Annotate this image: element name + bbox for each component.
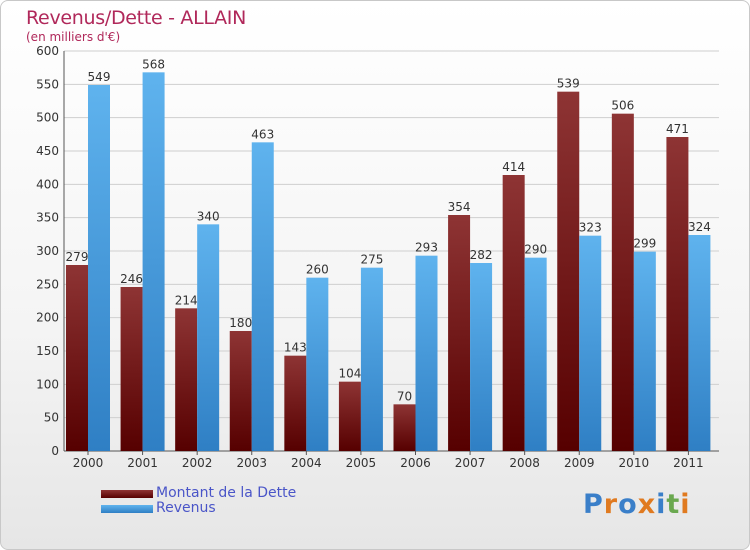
logo-letter: r — [603, 489, 619, 520]
value-label: 143 — [284, 341, 307, 355]
value-label: 214 — [175, 293, 198, 307]
x-tick-label: 2005 — [346, 456, 377, 470]
bar-dette-2010 — [611, 113, 634, 452]
y-tick-label: 250 — [36, 277, 59, 291]
y-tick-label: 550 — [36, 77, 59, 91]
y-tick-label: 500 — [36, 111, 59, 125]
bar-revenus-2001 — [142, 72, 165, 451]
y-tick-label: 300 — [36, 244, 59, 258]
logo-letter: o — [618, 489, 638, 520]
value-label: 471 — [666, 122, 689, 136]
bar-revenus-2008 — [524, 257, 547, 451]
value-label: 246 — [120, 272, 143, 286]
value-label: 275 — [360, 253, 383, 267]
x-tick-label: 2002 — [182, 456, 213, 470]
logo-letter: i — [656, 489, 667, 520]
value-label: 104 — [338, 367, 361, 381]
x-axis-ticks: 2000 2001 2002 2003 2004 2005 2006 2007 2008 2009… — [73, 451, 704, 470]
grid — [63, 50, 719, 452]
legend-label-debt: Montant de la Dette — [156, 485, 297, 501]
legend-swatch-revenus — [101, 505, 153, 513]
x-tick-label: 2000 — [73, 456, 104, 470]
bar-dette-2007 — [448, 215, 471, 451]
logo-letter: x — [637, 489, 657, 520]
value-labels: 279 549 246 568 214 340 180 463 143 260 104 275 70 29… — [66, 57, 711, 403]
value-label: 293 — [415, 241, 438, 255]
value-label: 340 — [197, 209, 220, 223]
x-tick-label: 2008 — [509, 456, 540, 470]
y-tick-label: 50 — [44, 411, 59, 425]
y-tick-label: 450 — [36, 144, 59, 158]
x-tick-label: 2006 — [400, 456, 431, 470]
proxiti-logo: Proxiti — [583, 489, 691, 520]
logo-letter: t — [666, 489, 681, 520]
x-tick-label: 2010 — [619, 456, 650, 470]
value-label: 279 — [66, 250, 89, 264]
y-tick-label: 0 — [51, 444, 59, 458]
value-label: 463 — [251, 127, 274, 141]
bar-dette-2004 — [284, 355, 307, 451]
bar-revenus-2002 — [197, 224, 220, 451]
value-label: 70 — [397, 389, 412, 403]
legend-label-revenus: Revenus — [156, 500, 216, 516]
y-axis-ticks: 0 50 100 150 200 250 300 350 400 450 500 550 600 — [36, 44, 59, 458]
y-tick-label: 100 — [36, 377, 59, 391]
value-label: 260 — [306, 263, 329, 277]
bar-revenus-2011 — [688, 235, 711, 451]
bar-dette-2001 — [120, 287, 143, 451]
x-tick-label: 2001 — [127, 456, 158, 470]
y-tick-label: 150 — [36, 344, 59, 358]
x-tick-label: 2011 — [673, 456, 704, 470]
value-label: 324 — [688, 220, 711, 234]
bar-revenus-2003 — [251, 142, 274, 452]
value-label: 568 — [142, 57, 165, 71]
value-label: 180 — [229, 316, 252, 330]
bar-revenus-2004 — [306, 277, 329, 451]
x-tick-label: 2004 — [291, 456, 322, 470]
value-label: 414 — [502, 160, 525, 174]
bar-dette-2000 — [66, 265, 88, 451]
bar-dette-2009 — [557, 91, 580, 452]
chart-title: Revenus/Dette - ALLAIN — [26, 7, 247, 29]
chart-subtitle: (en milliers d'€) — [26, 30, 121, 44]
bar-revenus-2005 — [360, 267, 383, 451]
y-tick-label: 350 — [36, 211, 59, 225]
value-label: 299 — [633, 237, 656, 251]
bar-dette-2008 — [502, 175, 525, 451]
legend-swatch-debt — [101, 490, 153, 498]
bar-dette-2003 — [229, 331, 252, 451]
logo-letter: i — [680, 489, 691, 520]
value-label: 323 — [579, 221, 602, 235]
x-tick-label: 2007 — [455, 456, 486, 470]
bar-revenus-2000 — [88, 85, 110, 451]
x-tick-label: 2009 — [564, 456, 595, 470]
value-label: 539 — [557, 77, 580, 91]
value-label: 354 — [448, 200, 471, 214]
y-tick-label: 400 — [36, 177, 59, 191]
value-label: 290 — [524, 243, 547, 257]
logo-letter: P — [583, 489, 604, 520]
y-tick-label: 200 — [36, 311, 59, 325]
bar-dette-2006 — [393, 404, 416, 451]
bar-revenus-2006 — [415, 255, 438, 451]
value-label: 506 — [611, 99, 634, 113]
x-tick-label: 2003 — [236, 456, 267, 470]
bar-dette-2011 — [666, 137, 689, 451]
bar-revenus-2009 — [579, 235, 602, 451]
value-label: 549 — [88, 70, 111, 84]
bar-dette-2002 — [175, 308, 198, 451]
bar-revenus-2007 — [470, 263, 493, 451]
bar-revenus-2010 — [633, 251, 656, 451]
value-label: 282 — [470, 248, 493, 262]
bar-dette-2005 — [338, 381, 361, 451]
y-tick-label: 600 — [36, 44, 59, 58]
bars — [66, 72, 711, 452]
